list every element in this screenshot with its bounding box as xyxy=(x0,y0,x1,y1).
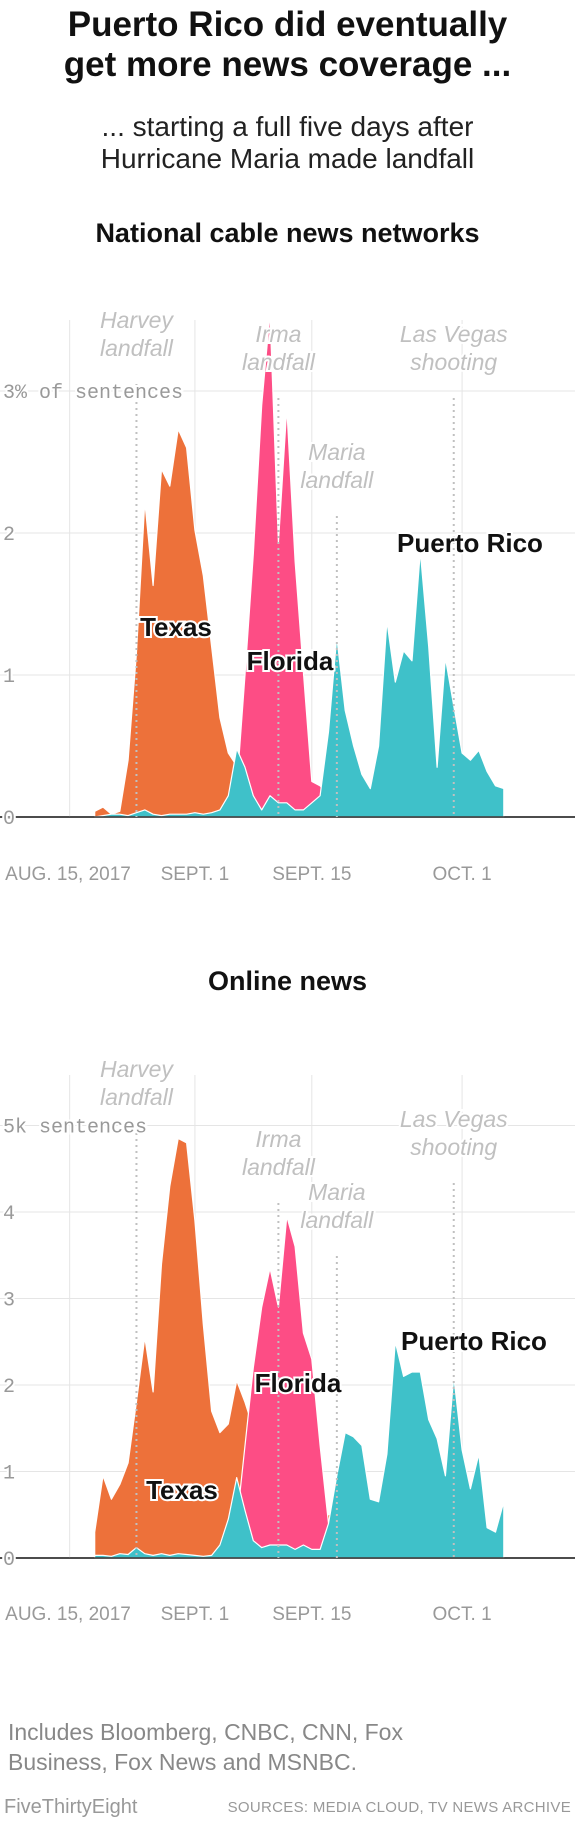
series-label-texas: Texas xyxy=(146,1475,218,1505)
event-label-las-vegas-shooting-line1: Las Vegas xyxy=(400,321,508,347)
y-tick-label-2: 2 xyxy=(3,524,15,547)
x-tick-label-3: OCT. 1 xyxy=(433,1604,492,1625)
series-label-florida: Florida xyxy=(255,1368,342,1398)
y-tick-label-3: 3% of sentences xyxy=(3,382,183,405)
y-tick-label-1: 1 xyxy=(3,666,15,689)
y-tick-label-4: 4 xyxy=(3,1203,15,1226)
y-tick-label-2: 2 xyxy=(3,1376,15,1399)
x-tick-label-1: SEPT. 1 xyxy=(161,864,230,885)
event-label-maria-landfall-line2: landfall xyxy=(300,467,374,493)
event-label-irma-landfall-line2: landfall xyxy=(242,349,316,375)
x-tick-label-0: AUG. 15, 2017 xyxy=(5,1604,131,1625)
event-label-las-vegas-shooting-line2: shooting xyxy=(410,349,497,375)
event-label-las-vegas-shooting-line1: Las Vegas xyxy=(400,1106,508,1132)
cable-news-area-chart: HarveylandfallIrmalandfallMarialandfallL… xyxy=(0,305,575,885)
area-puerto-rico xyxy=(94,550,505,818)
subtitle-line2: Hurricane Maria made landfall xyxy=(100,143,475,174)
y-tick-label-0: 0 xyxy=(3,808,15,831)
area-florida xyxy=(219,1215,338,1559)
y-tick-label-0: 0 xyxy=(3,1549,15,1572)
series-label-puerto-rico: Puerto Rico xyxy=(401,1326,547,1356)
event-label-maria-landfall-line1: Maria xyxy=(308,1179,366,1205)
series-label-florida: Florida xyxy=(247,646,334,676)
event-label-harvey-landfall-line2: landfall xyxy=(100,335,174,361)
area-puerto-rico xyxy=(94,1341,505,1559)
footnote-line1: Includes Bloomberg, CNBC, CNN, Fox xyxy=(8,1719,403,1745)
credit: FiveThirtyEight xyxy=(4,1796,138,1818)
online-chart-title: Online news xyxy=(207,966,368,996)
y-tick-label-3: 3 xyxy=(3,1290,15,1313)
y-tick-label-5: 5k sentences xyxy=(3,1117,147,1140)
event-label-harvey-landfall-line1: Harvey xyxy=(100,1056,174,1082)
event-label-maria-landfall-line2: landfall xyxy=(300,1207,374,1233)
event-label-las-vegas-shooting-line2: shooting xyxy=(410,1134,497,1160)
event-label-irma-landfall-line2: landfall xyxy=(242,1154,316,1180)
x-tick-label-3: OCT. 1 xyxy=(433,864,492,885)
series-label-puerto-rico: Puerto Rico xyxy=(397,528,543,558)
online-news-area-chart: HarveylandfallIrmalandfallMarialandfallL… xyxy=(0,1054,575,1625)
sources: SOURCES: MEDIA CLOUD, TV NEWS ARCHIVE xyxy=(227,1799,571,1816)
subtitle-line1: ... starting a full five days after xyxy=(101,111,474,142)
headline-line1: Puerto Rico did eventually xyxy=(67,5,508,44)
event-label-harvey-landfall-line2: landfall xyxy=(100,1084,174,1110)
x-tick-label-2: SEPT. 15 xyxy=(272,1604,351,1625)
event-label-irma-landfall-line1: Irma xyxy=(255,321,301,347)
footnote-line2: Business, Fox News and MSNBC. xyxy=(8,1749,357,1775)
y-tick-label-1: 1 xyxy=(3,1463,15,1486)
event-label-maria-landfall-line1: Maria xyxy=(308,439,366,465)
event-label-harvey-landfall-line1: Harvey xyxy=(100,307,174,333)
event-label-irma-landfall-line1: Irma xyxy=(255,1126,301,1152)
x-tick-label-0: AUG. 15, 2017 xyxy=(5,864,131,885)
x-tick-label-2: SEPT. 15 xyxy=(272,864,351,885)
headline-line2: get more news coverage ... xyxy=(63,45,512,84)
series-label-texas: Texas xyxy=(140,612,212,642)
cable-chart-title: National cable news networks xyxy=(95,218,480,248)
x-tick-label-1: SEPT. 1 xyxy=(161,1604,230,1625)
